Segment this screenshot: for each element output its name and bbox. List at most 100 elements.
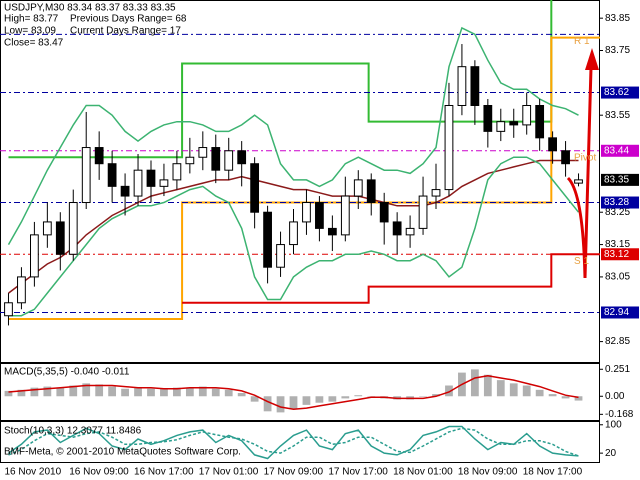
candle-body [509,121,519,126]
y-tick-label: 83.15 [605,239,630,250]
candle-body [548,137,557,152]
candle-body [431,189,441,197]
candle-body [457,66,467,106]
candle-body [94,147,104,165]
histogram-bar [147,388,155,397]
annotation: High= 83.77 [4,14,59,25]
candle-body [42,221,52,236]
candle-body [315,202,324,229]
y-tick-label: 82.85 [605,336,630,347]
annotation: BMF-Meta, © 2001-2010 MetaQuotes Softwar… [4,447,241,458]
candle-body [405,227,415,236]
candle-body [561,150,570,165]
price-box-label: 83.62 [604,87,629,98]
frame [0,0,600,463]
candle-body [302,202,311,223]
y-tick-label: 83.75 [605,45,630,56]
candle-body [250,163,260,213]
macd-panel-border [0,363,600,421]
level-label: S 1 [574,256,589,267]
histogram-bar [328,396,337,402]
histogram-bar [419,396,427,397]
candle-body [120,185,130,197]
annotation: Close= 83.47 [4,38,64,49]
histogram-bar [121,388,129,397]
x-tick-label: 18 Nov 01:00 [393,467,453,478]
candle-body [444,104,454,191]
candle-body [496,121,506,132]
candle-body [4,302,13,317]
x-tick-label: 17 Nov 09:00 [264,467,324,478]
candle-body [289,221,298,246]
candle-body [379,202,389,223]
candle-body [470,66,480,106]
candle-body [353,179,363,197]
candle-body [340,195,350,236]
price-box-label: 82.94 [604,307,629,318]
candle-body [483,104,493,132]
histogram-bar [574,396,583,401]
candle-body [172,163,182,181]
y-tick-label: 100 [605,419,622,430]
last-price-box [601,173,639,186]
histogram-bar [173,387,181,397]
x-tick-label: 16 Nov 2010 [4,467,61,478]
histogram-bar [496,380,505,397]
arrow-head [585,48,599,70]
price-panel-border [0,0,600,363]
indicator-line [8,427,579,457]
candle-body [159,179,169,187]
labels: USDJPY,M30 83.34 83.37 83.33 83.35High= … [4,3,596,458]
histogram-bar [548,394,557,397]
indicator-line [8,156,580,317]
candle-body [327,227,337,236]
candle-body [522,104,532,126]
histogram-bar [82,383,91,397]
histogram-bar [315,396,324,403]
histogram-bar [69,385,78,397]
histogram-bar [263,396,272,412]
candle-body [107,163,117,187]
histogram-bar [354,395,363,397]
histogram-bar [432,394,440,397]
histogram-bar [108,386,117,397]
level-label: Pivot [574,152,596,163]
candle-body [81,147,91,204]
histogram-bar [445,385,453,397]
histogram-bar [367,396,376,397]
histogram-bar [302,396,311,405]
candle-body [55,221,65,255]
candle-body [30,234,39,278]
histogram-bar [185,387,194,397]
histogram-bar [276,396,285,413]
last-price-label: 83.35 [604,175,629,186]
candle-body [185,156,195,165]
indicator-line [8,425,579,460]
candle-body [211,147,221,171]
x-tick-label: 18 Nov 09:00 [458,467,518,478]
level-label: R 1 [574,36,590,47]
histogram-bar [160,388,168,397]
histogram-bar [535,389,544,397]
x-tick-label: 17 Nov 01:00 [199,467,259,478]
y-tick-label: 83.05 [605,272,630,283]
annotation: Previous Days Range= 68 [70,14,187,25]
indicator-line [8,375,579,410]
price-box-label: 83.44 [604,145,629,156]
candle-body [146,169,156,187]
histogram-bar [341,396,350,399]
histogram-bar [237,393,246,397]
stoch-panel [8,425,579,460]
histogram-bar [43,386,52,397]
indicator-line [8,159,579,294]
price-box [601,248,639,261]
axes: 83.85 83.75 83.55 83.25 83.15 83.05 82.85 16 No… [4,13,639,478]
annotation: Low= 83.09 [4,26,56,37]
histogram-bar [470,369,479,397]
price-box [601,86,639,99]
x-tick-label: 18 Nov 17:00 [523,467,583,478]
histogram-bar [483,374,492,397]
candle-body [198,147,208,158]
histogram-bar [4,390,13,397]
